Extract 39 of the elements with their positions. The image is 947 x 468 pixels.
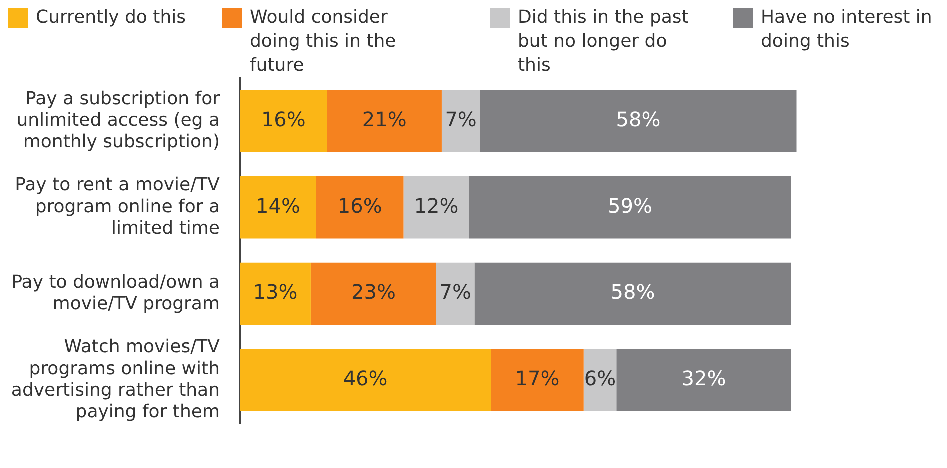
bar xyxy=(404,176,470,239)
data-label: 7% xyxy=(440,280,472,304)
bar xyxy=(491,349,584,412)
bar xyxy=(436,262,475,326)
bar xyxy=(442,90,480,152)
bar xyxy=(316,176,404,239)
data-label: 12% xyxy=(414,194,459,218)
legend-label: Currently do this xyxy=(36,6,187,30)
data-label: 13% xyxy=(253,280,298,304)
y-tick-label: Pay a subscription for unlimited access (eg a monthly subscription) xyxy=(16,88,221,152)
data-label: 46% xyxy=(343,366,388,391)
data-label: 23% xyxy=(352,280,396,304)
data-label: 6% xyxy=(584,366,616,391)
y-tick-label: Pay to download/own a movie/TV program xyxy=(12,272,220,314)
bar xyxy=(469,176,792,239)
data-label: 59% xyxy=(608,194,652,218)
data-label: 17% xyxy=(515,366,560,391)
legend-label: Did this in the past but no longer do this xyxy=(518,6,690,78)
data-label: 58% xyxy=(610,280,656,304)
y-tick-label: Watch movies/TV programs online with advertising rather than paying for them xyxy=(11,336,221,422)
bar xyxy=(240,90,328,152)
data-label: 32% xyxy=(682,366,726,391)
bar xyxy=(327,90,442,152)
legend-label: Have no interest in doing this xyxy=(761,6,933,54)
bar xyxy=(240,262,311,326)
bar xyxy=(616,349,792,412)
data-label: 14% xyxy=(256,194,300,218)
bar xyxy=(310,262,436,326)
bar xyxy=(240,349,492,412)
data-label: 16% xyxy=(261,107,306,132)
legend-label: Would consider doing this in the future xyxy=(250,6,398,78)
bar xyxy=(480,90,797,152)
data-label: 7% xyxy=(445,107,477,132)
data-label: 58% xyxy=(616,107,661,132)
data-label: 16% xyxy=(338,194,382,218)
bar xyxy=(474,262,792,326)
bar xyxy=(240,176,316,239)
data-label: 21% xyxy=(362,107,407,132)
y-tick-label: Pay to rent a movie/TV program online for a limited time xyxy=(15,174,221,239)
